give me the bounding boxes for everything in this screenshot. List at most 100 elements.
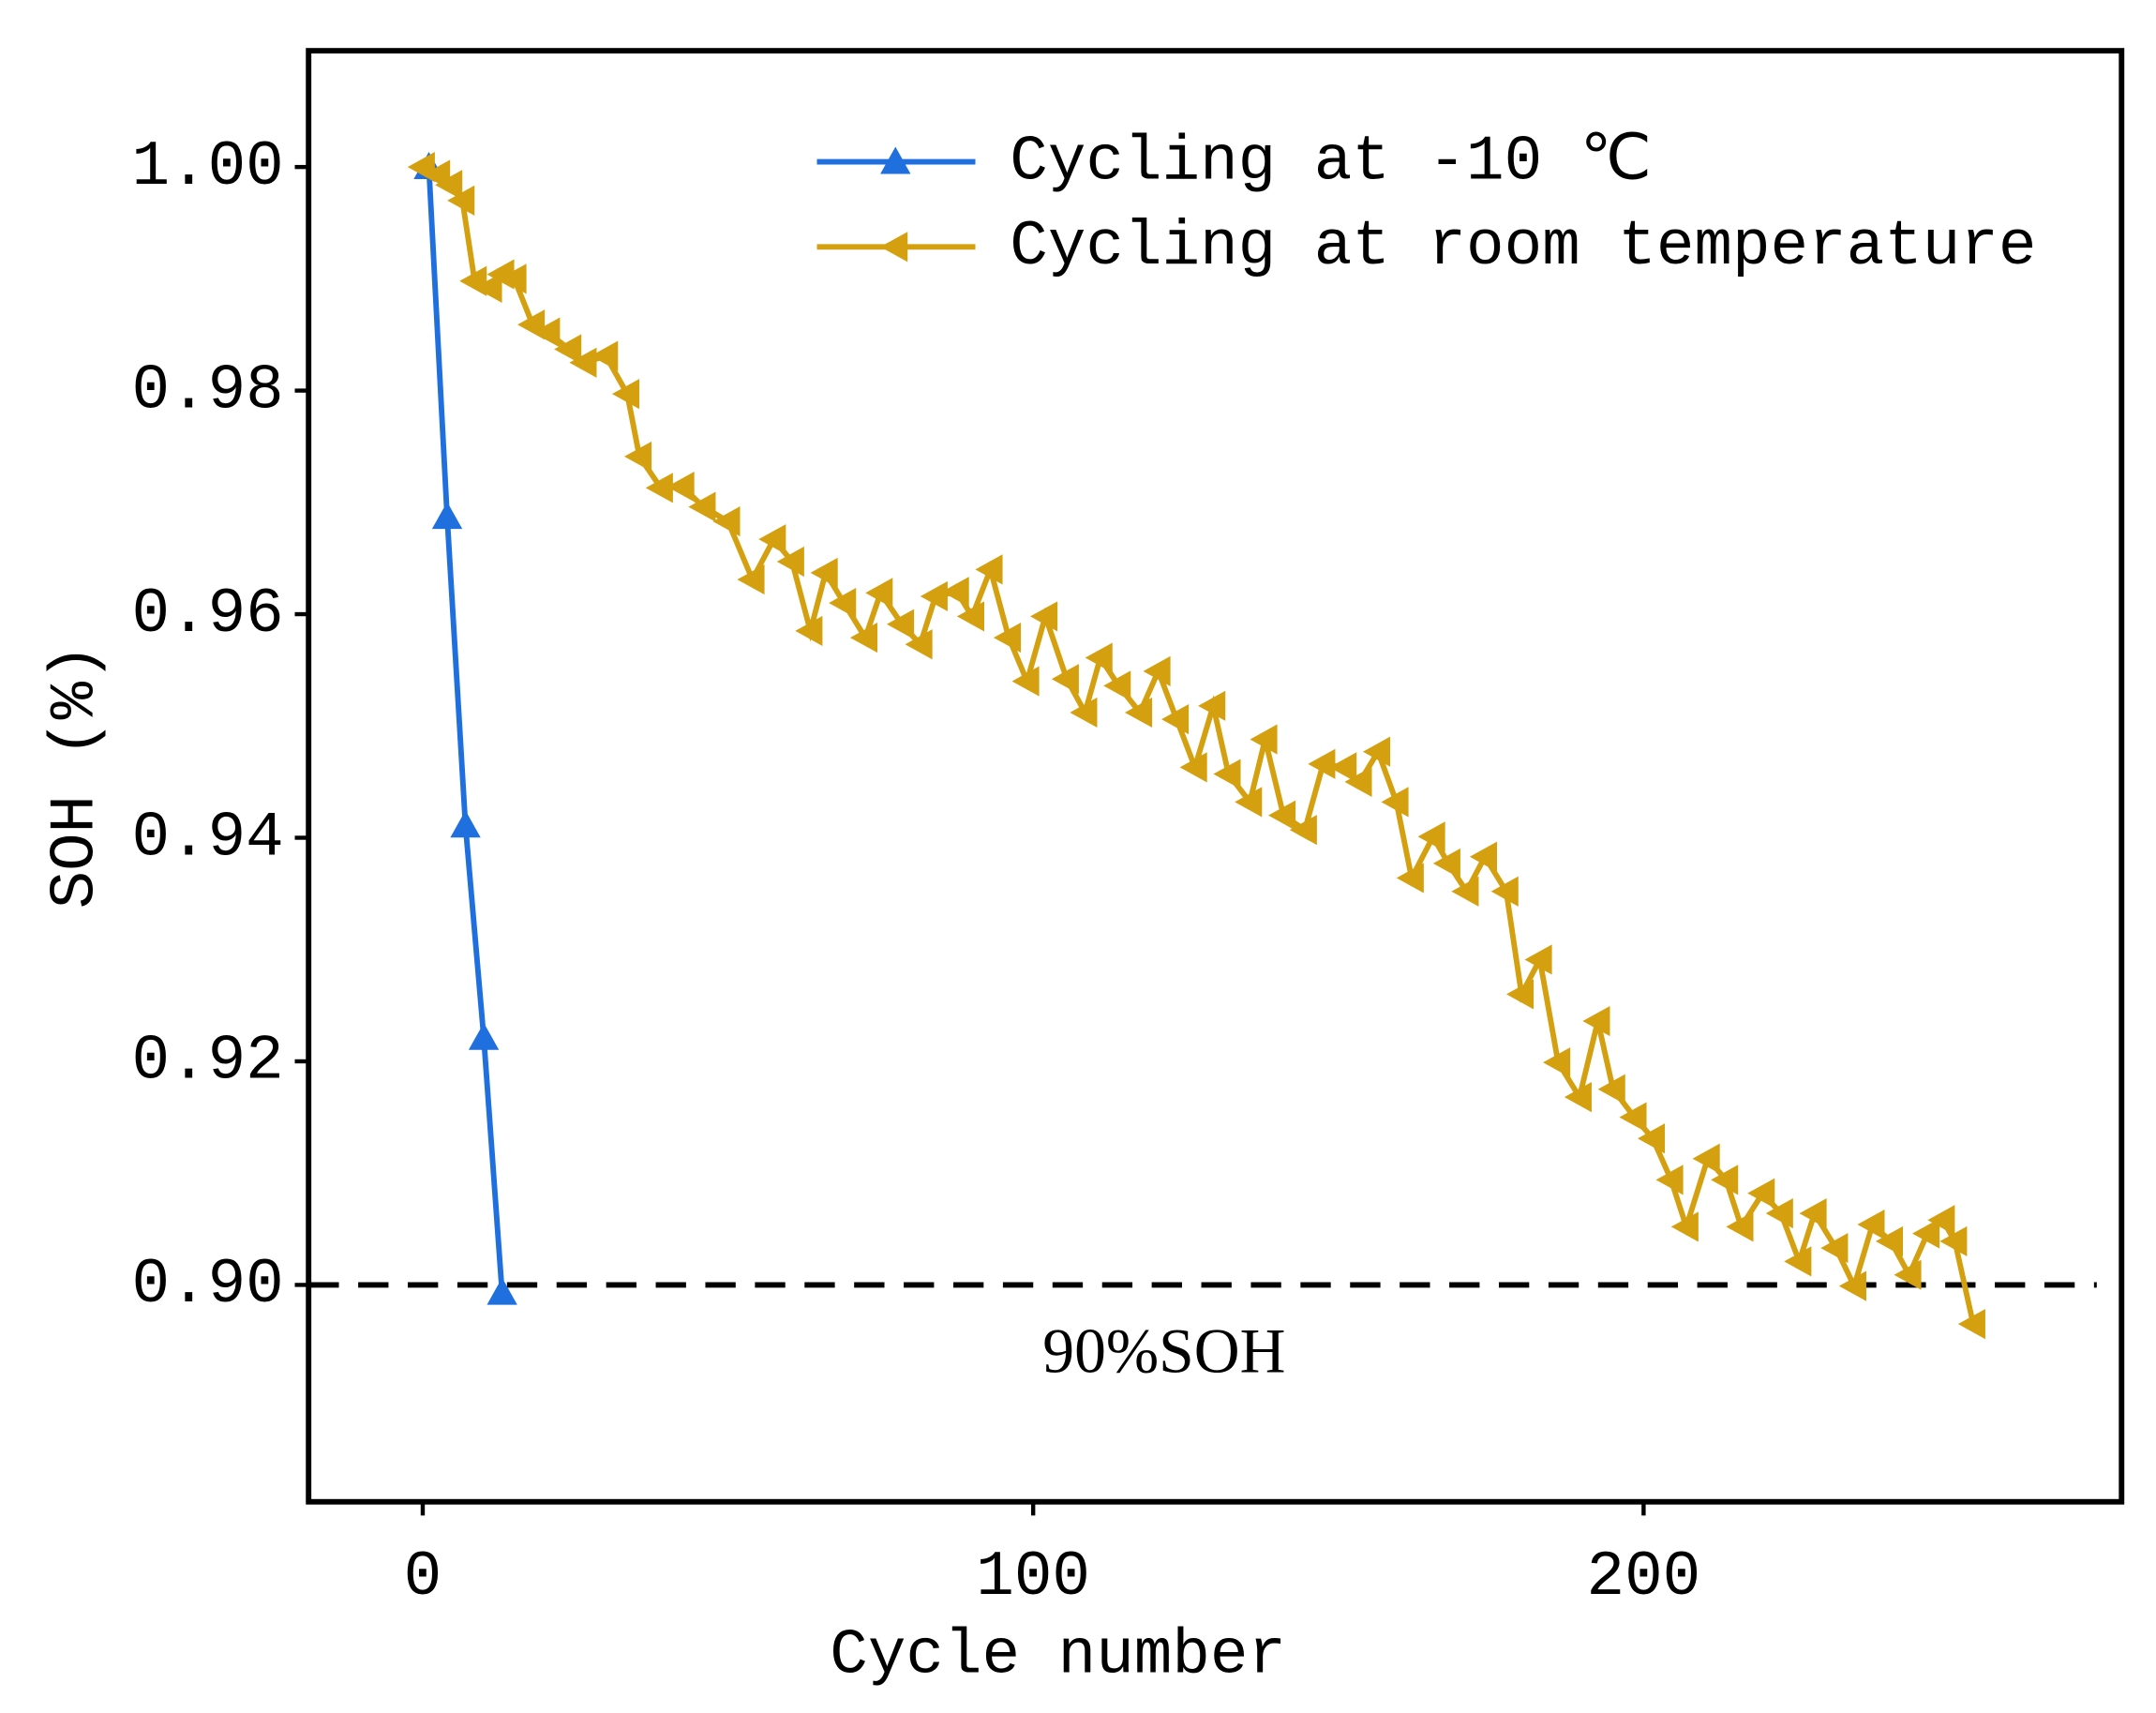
data-point <box>1396 863 1424 894</box>
data-point <box>468 1022 500 1050</box>
data-point <box>569 347 597 378</box>
legend-marker <box>880 232 908 263</box>
y-tick-label: 0.90 <box>131 1250 283 1321</box>
data-point <box>1085 642 1113 673</box>
data-point <box>886 609 915 639</box>
data-point <box>758 524 786 555</box>
y-tick-label: 0.96 <box>131 579 283 651</box>
data-point <box>688 491 716 522</box>
data-point <box>1582 1005 1610 1037</box>
data-point <box>431 502 463 530</box>
legend-label: Cycling at -10 ℃ <box>1010 128 1651 199</box>
data-point <box>956 601 984 632</box>
data-point <box>1711 1165 1739 1195</box>
data-point <box>435 170 463 201</box>
x-axis-label: Cycle number <box>830 1620 1286 1691</box>
data-point <box>849 622 878 654</box>
data-point <box>1957 1309 1985 1340</box>
data-point <box>905 629 933 660</box>
data-point <box>450 810 481 838</box>
data-point <box>1161 704 1190 735</box>
data-point <box>1799 1198 1827 1229</box>
data-point <box>499 263 527 294</box>
x-tick-label: 200 <box>1587 1542 1701 1614</box>
data-point <box>1213 759 1241 789</box>
data-point <box>865 578 893 609</box>
data-point <box>1490 876 1519 907</box>
legend-label: Cycling at room temperature <box>1010 212 2036 283</box>
data-point <box>1030 601 1058 632</box>
data-point <box>1179 752 1207 783</box>
data-point <box>532 317 561 348</box>
data-point <box>645 473 673 503</box>
data-point <box>666 472 695 503</box>
data-point <box>737 563 765 595</box>
data-point <box>1912 1218 1940 1249</box>
x-tick-label: 100 <box>976 1542 1090 1614</box>
y-tick-label: 0.94 <box>131 803 283 874</box>
data-point <box>1875 1225 1904 1257</box>
data-point <box>1308 748 1336 779</box>
data-point <box>1198 690 1226 721</box>
y-tick-label: 0.98 <box>131 355 283 427</box>
data-point <box>1103 670 1131 701</box>
data-point <box>941 577 969 608</box>
data-point <box>1637 1123 1666 1154</box>
data-point <box>1927 1205 1955 1236</box>
data-point <box>1524 944 1552 975</box>
data-point <box>1267 800 1296 831</box>
annotation: 90%SOH <box>1042 1316 1285 1387</box>
data-point <box>1417 821 1445 852</box>
data-point <box>591 340 619 371</box>
data-point <box>1597 1074 1625 1104</box>
series-line <box>426 166 505 1293</box>
data-point <box>1784 1246 1812 1277</box>
data-point <box>1329 752 1357 783</box>
data-point <box>623 441 652 473</box>
data-point <box>810 557 838 589</box>
data-point <box>474 272 502 303</box>
legend-marker <box>880 146 911 174</box>
data-point <box>447 185 475 216</box>
data-point <box>1543 1047 1571 1078</box>
data-point <box>1857 1209 1885 1240</box>
data-point <box>1070 697 1098 729</box>
data-point <box>1432 848 1460 879</box>
data-point <box>487 1277 517 1305</box>
data-point <box>920 580 948 612</box>
data-point <box>1143 655 1171 686</box>
data-point <box>1505 979 1535 1010</box>
data-point <box>993 622 1022 654</box>
data-point <box>1939 1225 1968 1257</box>
y-tick-label: 1.00 <box>131 132 283 203</box>
x-tick-label: 0 <box>404 1542 442 1614</box>
data-point <box>1451 876 1479 907</box>
data-point <box>1235 787 1263 818</box>
series-line <box>421 164 1976 1325</box>
data-point <box>1894 1259 1922 1290</box>
data-point <box>1838 1270 1866 1301</box>
data-point <box>1469 841 1497 872</box>
y-tick-label: 0.92 <box>131 1027 283 1098</box>
data-point <box>1051 664 1079 695</box>
data-point <box>1655 1165 1684 1195</box>
data-point <box>1820 1232 1849 1264</box>
plot-frame <box>306 48 2125 1505</box>
data-point <box>554 334 582 365</box>
data-point <box>829 588 857 619</box>
data-point <box>1011 666 1040 697</box>
data-point <box>1564 1082 1592 1113</box>
data-point <box>712 505 741 537</box>
data-point <box>776 546 804 578</box>
data-point <box>1289 815 1317 846</box>
data-point <box>975 554 1003 585</box>
data-point <box>1362 736 1391 767</box>
data-point <box>1765 1198 1793 1229</box>
data-point <box>1726 1211 1754 1242</box>
data-point <box>1381 787 1409 818</box>
data-point <box>611 379 640 410</box>
data-point <box>1344 766 1372 797</box>
data-point <box>1747 1178 1775 1209</box>
